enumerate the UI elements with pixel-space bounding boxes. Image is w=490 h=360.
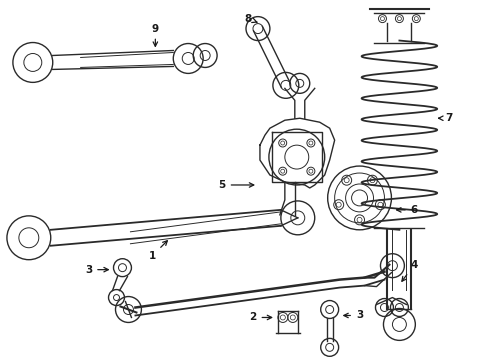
Text: 9: 9 bbox=[152, 24, 159, 46]
Text: 1: 1 bbox=[149, 241, 168, 261]
Text: 5: 5 bbox=[219, 180, 254, 190]
Text: 7: 7 bbox=[439, 113, 453, 123]
Text: 6: 6 bbox=[396, 205, 418, 215]
Text: 2: 2 bbox=[249, 312, 271, 323]
Text: 3: 3 bbox=[344, 310, 363, 320]
Text: 3: 3 bbox=[85, 265, 108, 275]
Text: 4: 4 bbox=[402, 260, 418, 281]
Text: 8: 8 bbox=[245, 14, 257, 24]
